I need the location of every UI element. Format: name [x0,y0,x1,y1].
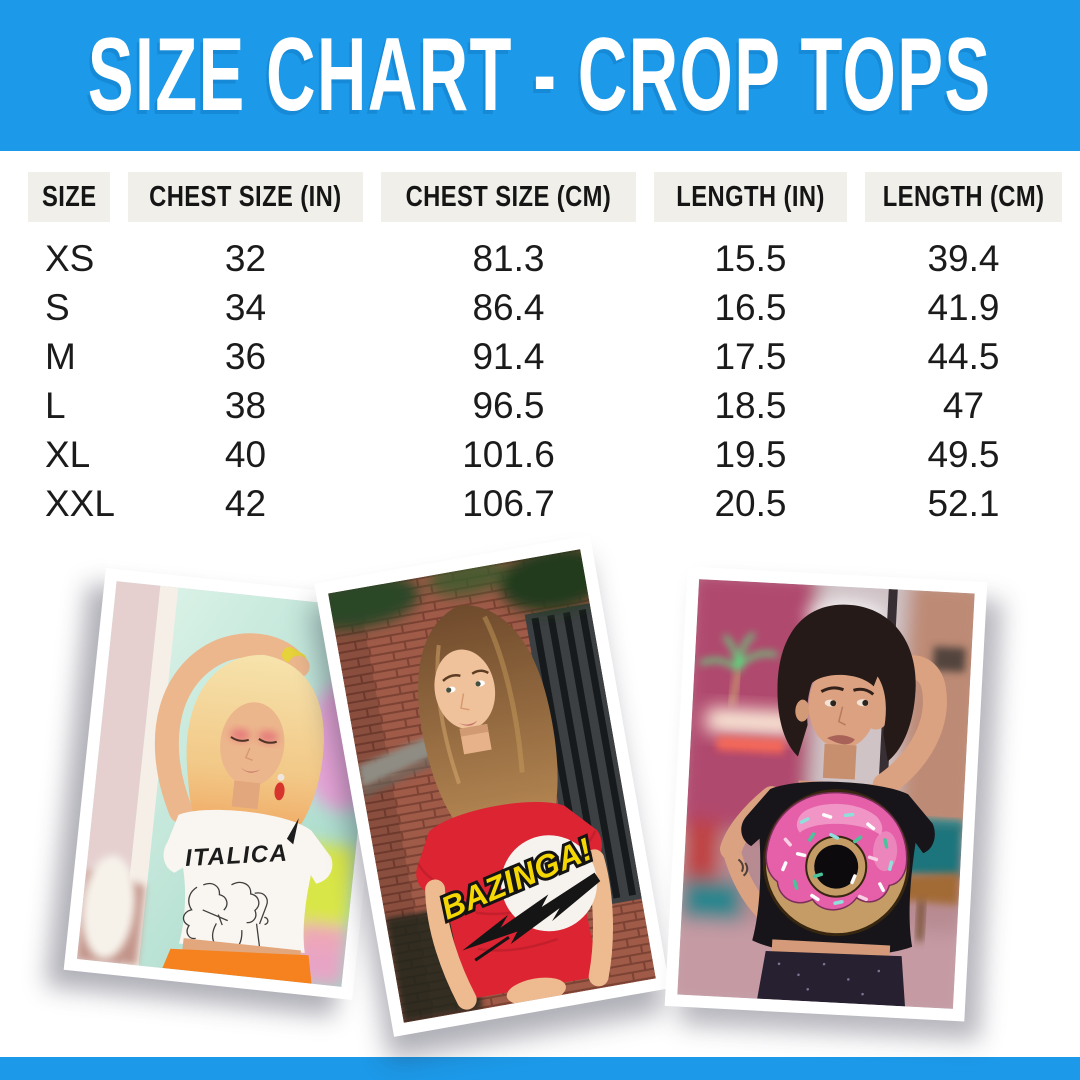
size-table-header: SIZE CHEST SIZE (IN) CHEST SIZE (CM) LENGTH… [28,172,1062,222]
measurement-value: 81.3 [472,237,545,279]
size-row-m: M 36 91.4 17.5 44.5 [28,332,1054,381]
size-label: XL [45,433,91,475]
measurement-value: 41.9 [927,286,1000,328]
size-label: XXL [45,482,115,524]
measurement-value: 52.1 [927,482,1000,524]
italica-print: ITALICA [184,818,299,872]
size-row-xs: XS 32 81.3 15.5 39.4 [28,234,1054,283]
size-label: S [45,286,70,328]
column-header-chest-size-in: CHEST SIZE (IN) [128,172,363,222]
white-crop-top [163,809,333,953]
size-table: SIZE CHEST SIZE (IN) CHEST SIZE (CM) LENGTH… [28,172,1062,528]
face [434,649,496,729]
measurement-value: 101.6 [462,433,555,475]
brunette-model: BAZINGA! [416,604,614,1010]
measurement-value: 36 [224,335,267,377]
forearm-tattoo [737,858,749,877]
size-label: M [45,335,76,377]
lightning-bolt [462,872,601,951]
column-header-chest-size-cm: CHEST SIZE (CM) [381,172,636,222]
column-header-size: SIZE [28,172,110,222]
white-crop-top-illustration: ITALICA [76,581,382,987]
face [808,660,877,749]
title-banner: SIZE CHART - CROP TOPS [0,0,1080,151]
measurement-value: 15.5 [714,237,787,279]
size-row-l: L 38 96.5 18.5 47 [28,381,1054,430]
column-header-length-in: LENGTH (IN) [654,172,847,222]
shirt-text: ITALICA [184,840,289,872]
dark-haired-model [719,604,947,1007]
measurement-value: 86.4 [472,286,545,328]
measurement-value: 91.4 [472,335,545,377]
measurement-value: 106.7 [462,482,555,524]
measurement-value: 32 [224,237,267,279]
face [220,702,285,787]
measurement-value: 20.5 [714,482,787,524]
size-label: L [45,384,66,426]
neon-palm-sign [699,632,778,673]
photo-card-black-crop-top [664,566,988,1022]
size-label: XS [45,237,95,279]
photo-black-crop-top [677,579,975,1009]
measurement-value: 44.5 [927,335,1000,377]
size-table-body: XS 32 81.3 15.5 39.4 S 34 86.4 16.5 41.9 M 36 91.4 17… [28,234,1054,528]
measurement-value: 38 [224,384,267,426]
measurement-value: 49.5 [927,433,1000,475]
red-crop-top-illustration: BAZINGA! [328,549,656,1023]
sprinkles [781,812,894,906]
donut-hole [814,844,859,889]
bangs [806,652,881,687]
measurement-value: 16.5 [714,286,787,328]
photo-card-white-crop-top: ITALICA [63,567,395,1001]
donut-print [762,789,910,937]
measurement-value: 39.4 [927,237,1000,279]
black-crop-top-illustration [677,579,975,1009]
measurement-value: 47 [942,384,985,426]
red-earring [274,782,285,801]
photo-white-crop-top: ITALICA [76,581,382,987]
measurement-value: 17.5 [714,335,787,377]
blonde-model: ITALICA [154,633,333,984]
measurement-value: 34 [224,286,267,328]
size-row-s: S 34 86.4 16.5 41.9 [28,283,1054,332]
measurement-value: 18.5 [714,384,787,426]
size-row-xl: XL 40 101.6 19.5 49.5 [28,430,1054,479]
patterned-pants [757,951,905,1007]
short-dark-hair [777,604,916,762]
photo-card-red-crop-top: BAZINGA! [314,535,670,1037]
measurement-value: 40 [224,433,267,475]
footer-stripe [0,1057,1080,1080]
size-row-xxl: XXL 42 106.7 20.5 52.1 [28,479,1054,528]
measurement-value: 42 [224,482,267,524]
column-header-length-cm: LENGTH (CM) [865,172,1062,222]
measurement-value: 96.5 [472,384,545,426]
measurement-value: 19.5 [714,433,787,475]
photo-red-crop-top: BAZINGA! [328,549,656,1023]
orange-skirt [162,948,312,984]
page-title: SIZE CHART - CROP TOPS [88,17,992,133]
